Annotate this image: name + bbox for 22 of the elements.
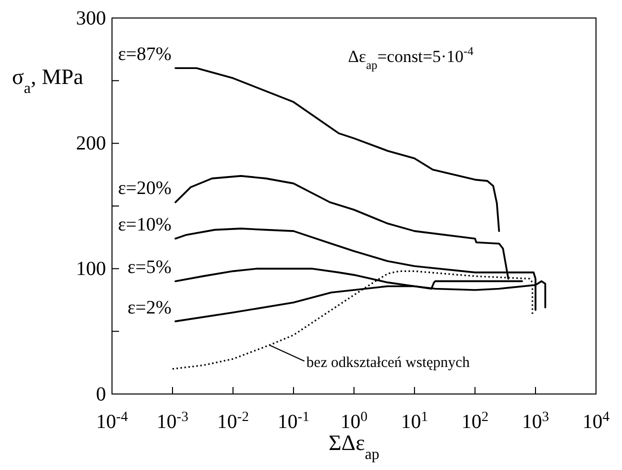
series-label: ε=87% bbox=[118, 44, 172, 66]
y-tick-label: 100 bbox=[76, 258, 106, 280]
annotation: bez odkształceń wstępnych bbox=[306, 355, 470, 372]
x-axis-title: ΣΔε$_{ap}$ bbox=[328, 430, 380, 462]
series-label: ε=5% bbox=[127, 257, 172, 278]
x-tick-label: 10$^{-2}$ bbox=[217, 410, 249, 433]
series-label: ε=10% bbox=[118, 214, 172, 236]
x-tick-label: 10$^{-1}$ bbox=[278, 410, 310, 433]
series-label: ε=2% bbox=[127, 297, 172, 318]
y-tick-label: 0 bbox=[96, 383, 106, 406]
x-tick-label: 10$^{3}$ bbox=[522, 410, 549, 433]
x-tick-label: 10$^{4}$ bbox=[582, 410, 610, 433]
y-tick-label: 200 bbox=[76, 132, 106, 155]
annotation: Δε$_{ap}$=const=5·10$^{-4}$ bbox=[348, 44, 474, 72]
x-tick-label: 10$^{2}$ bbox=[462, 410, 488, 433]
x-tick-label: 10$^{0}$ bbox=[340, 410, 368, 433]
y-axis-title: σ$_{a}$, MPa bbox=[12, 64, 84, 96]
y-tick-label: 300 bbox=[76, 7, 106, 30]
x-tick-label: 10$^{-3}$ bbox=[156, 410, 188, 433]
series-label: ε=20% bbox=[118, 178, 172, 200]
x-tick-label: 10$^{-4}$ bbox=[96, 410, 128, 433]
x-tick-label: 10$^{1}$ bbox=[401, 410, 428, 433]
